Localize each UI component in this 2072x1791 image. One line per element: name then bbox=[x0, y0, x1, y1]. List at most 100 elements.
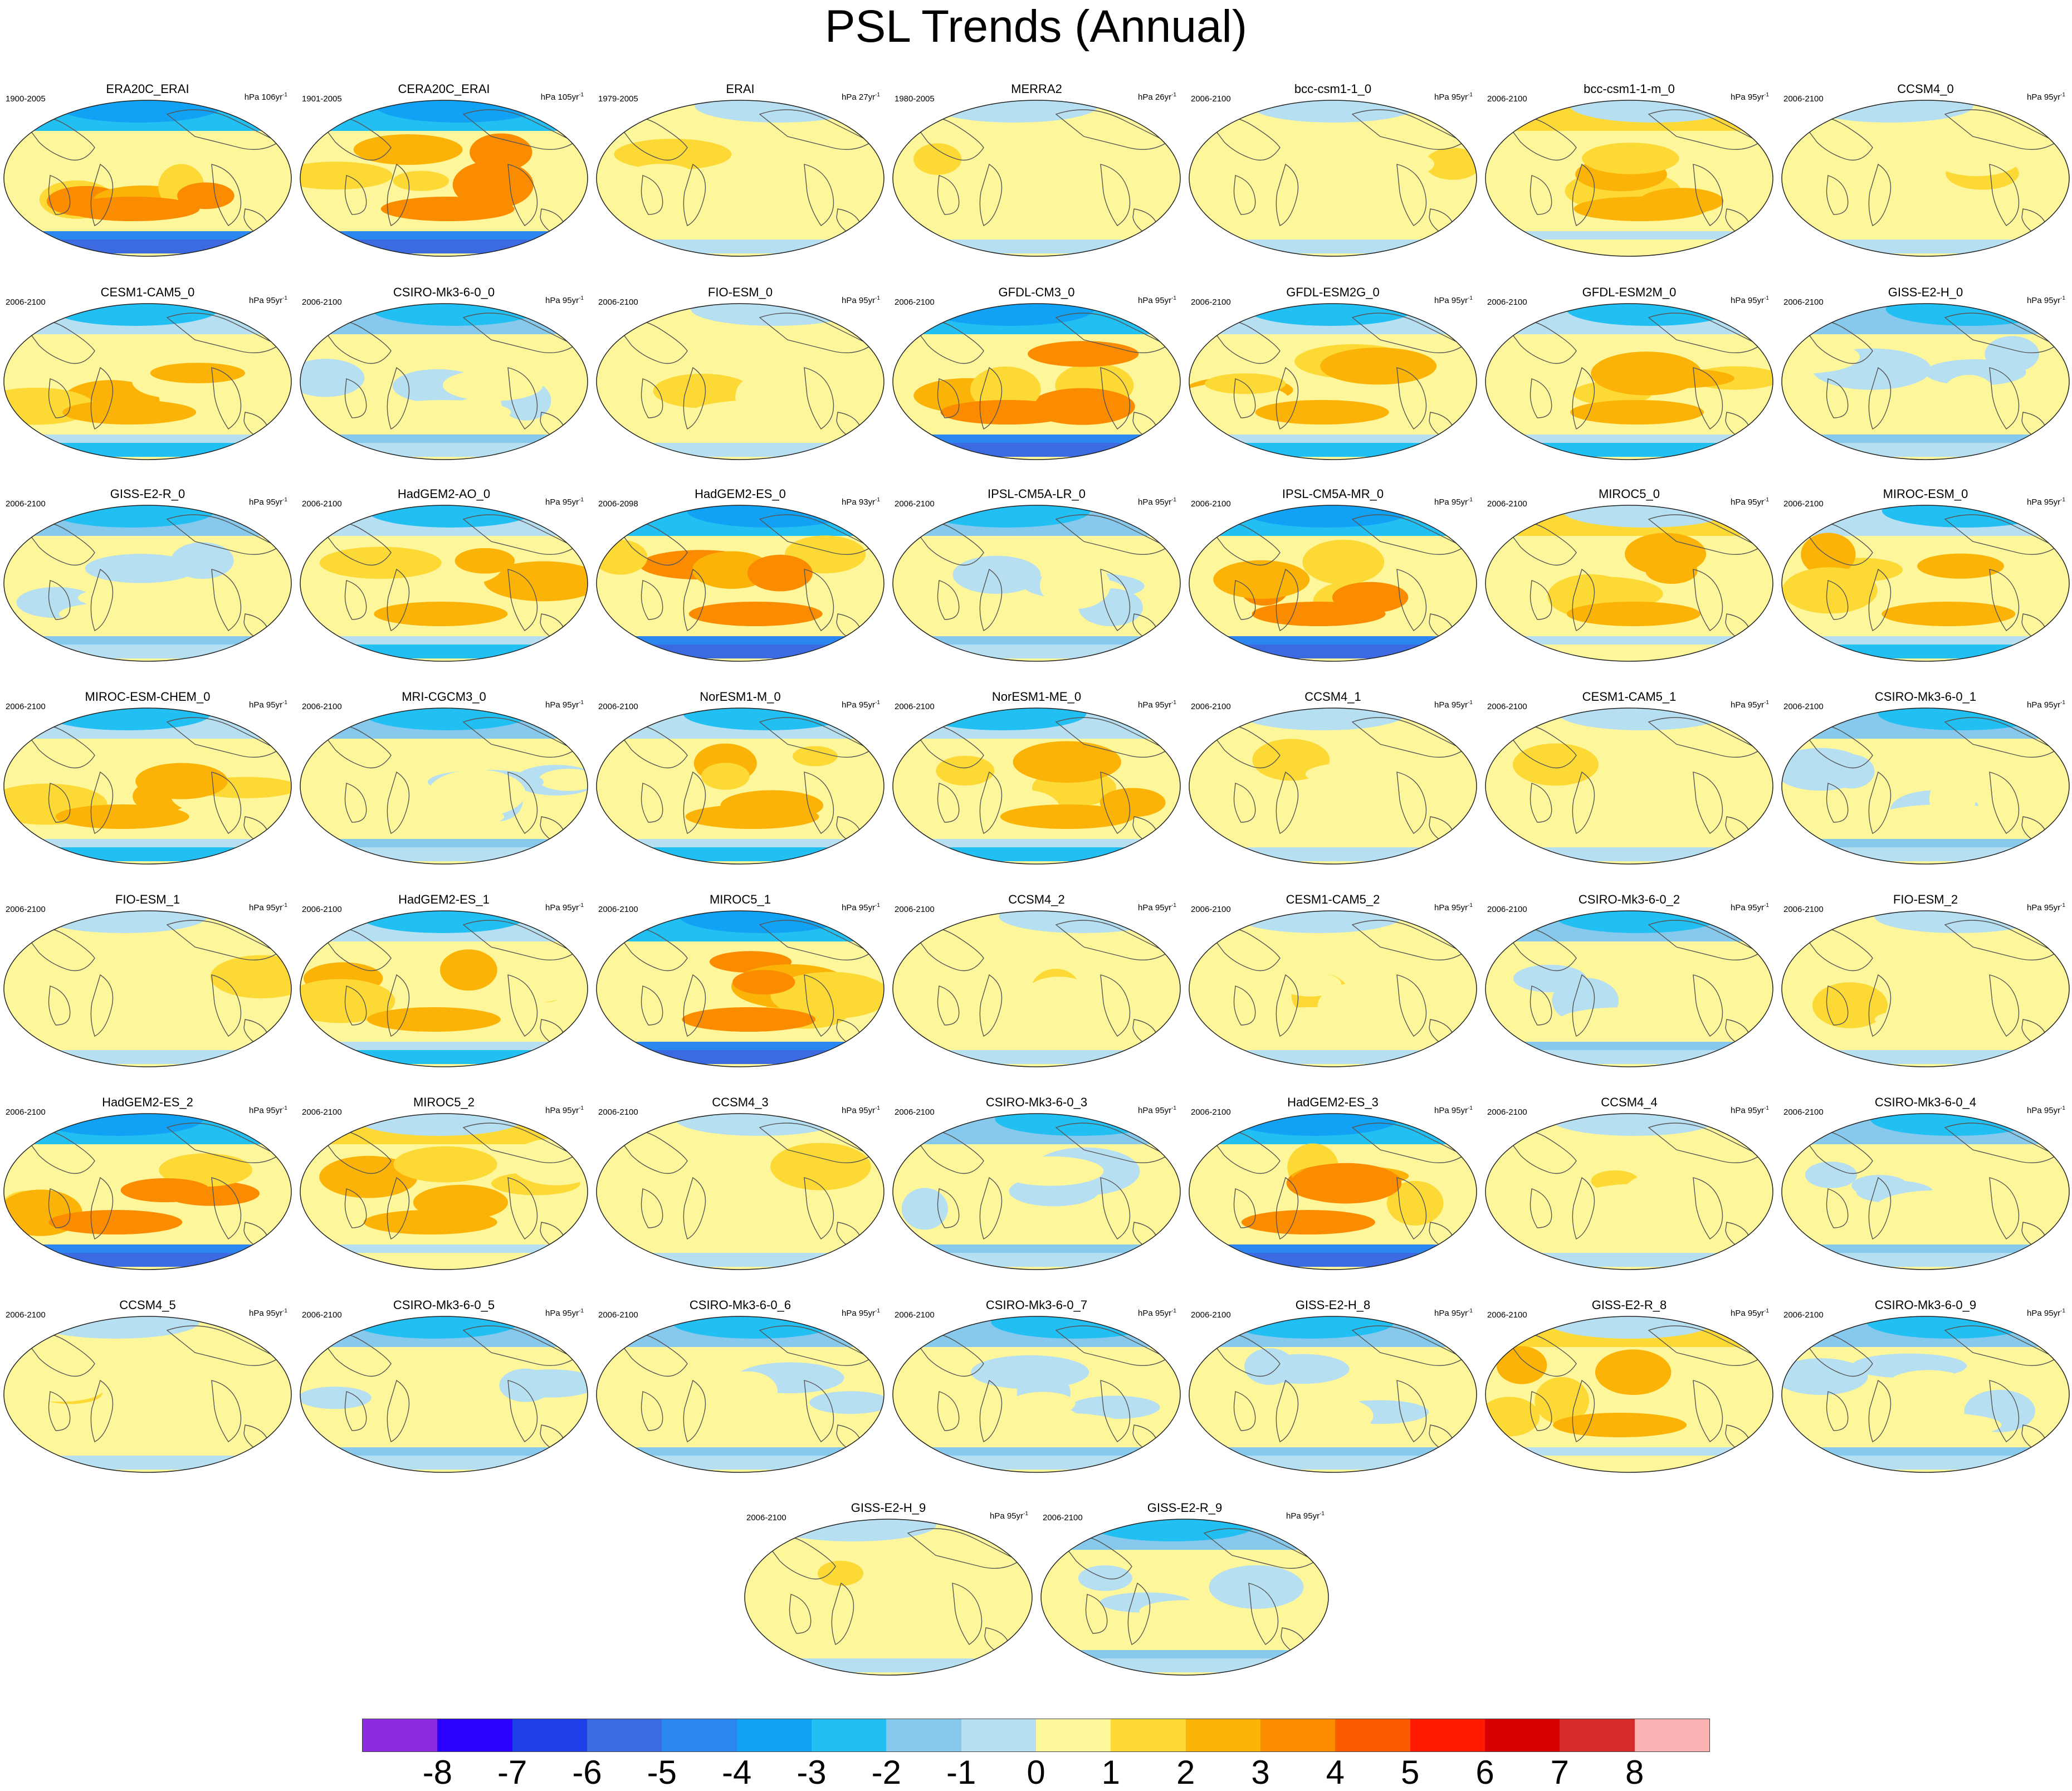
panel-period: 2006-2100 bbox=[1043, 1513, 1083, 1522]
units-label: hPa 95yr bbox=[249, 700, 283, 710]
colorbar-tick-label: 8 bbox=[1625, 1754, 1644, 1791]
units-exponent: -1 bbox=[875, 902, 880, 909]
psl-trend-map bbox=[892, 303, 1181, 460]
colorbar-swatch bbox=[363, 1719, 438, 1751]
panel-title: CSIRO-Mk3-6-0_9 bbox=[1874, 1298, 1977, 1312]
panel-title: MRI-CGCM3_0 bbox=[402, 690, 486, 704]
panel-units: hPa 95yr-1 bbox=[1138, 497, 1176, 507]
colorbar-swatch bbox=[1335, 1719, 1411, 1751]
panel-period: 2006-2100 bbox=[598, 297, 638, 307]
psl-trend-map bbox=[1189, 707, 1477, 865]
psl-trend-map bbox=[596, 910, 884, 1067]
units-exponent: -1 bbox=[875, 295, 880, 301]
panel-title: GISS-E2-R_9 bbox=[1147, 1501, 1223, 1515]
panel-units: hPa 95yr-1 bbox=[2027, 1105, 2065, 1115]
panel-period: 2006-2100 bbox=[1191, 702, 1231, 711]
units-label: hPa 93yr bbox=[842, 497, 876, 507]
map-panel: CSIRO-Mk3-6-0_1 2006-2100 hPa 95yr-1 bbox=[1778, 689, 2072, 884]
units-exponent: -1 bbox=[1171, 1105, 1176, 1111]
panel-title: NorESM1-M_0 bbox=[700, 690, 781, 704]
panel-grid: ERA20C_ERAI 1900-2005 hPa 106yr-1 CERA20C_E… bbox=[0, 81, 2072, 1676]
panel-period: 2006-2100 bbox=[6, 297, 46, 307]
units-exponent: -1 bbox=[1764, 497, 1769, 503]
page-title: PSL Trends (Annual) bbox=[824, 1, 1248, 52]
panel-units: hPa 95yr-1 bbox=[2027, 700, 2065, 710]
panel-period: 2006-2100 bbox=[1191, 297, 1231, 307]
psl-trend-map bbox=[3, 505, 292, 662]
colorbar-swatch bbox=[1560, 1719, 1635, 1751]
psl-trend-map bbox=[1485, 1113, 1773, 1270]
panel-title: MERRA2 bbox=[1011, 82, 1062, 96]
psl-trend-map bbox=[3, 1113, 292, 1270]
map-panel: CESM1-CAM5_0 2006-2100 hPa 95yr-1 bbox=[0, 284, 295, 479]
map-panel: CSIRO-Mk3-6-0_9 2006-2100 hPa 95yr-1 bbox=[1778, 1297, 2072, 1492]
units-label: hPa 95yr bbox=[990, 1511, 1024, 1521]
units-exponent: -1 bbox=[875, 92, 880, 98]
panel-units: hPa 95yr-1 bbox=[545, 902, 584, 912]
units-exponent: -1 bbox=[1171, 700, 1176, 706]
psl-trend-map bbox=[300, 1113, 588, 1270]
map-panel: MIROC-ESM_0 2006-2100 hPa 95yr-1 bbox=[1778, 486, 2072, 681]
panel-title: ERA20C_ERAI bbox=[106, 82, 189, 96]
panel-units: hPa 95yr-1 bbox=[2027, 902, 2065, 912]
panel-period: 2006-2100 bbox=[1487, 297, 1527, 307]
map-panel: GFDL-CM3_0 2006-2100 hPa 95yr-1 bbox=[889, 284, 1184, 479]
map-panel: CSIRO-Mk3-6-0_5 2006-2100 hPa 95yr-1 bbox=[296, 1297, 592, 1492]
psl-trend-map bbox=[300, 910, 588, 1067]
panel-units: hPa 95yr-1 bbox=[249, 1105, 287, 1115]
units-exponent: -1 bbox=[1171, 497, 1176, 503]
psl-trend-map bbox=[596, 1316, 884, 1473]
map-panel: ERA20C_ERAI 1900-2005 hPa 106yr-1 bbox=[0, 81, 295, 276]
units-exponent: -1 bbox=[282, 1308, 287, 1314]
panel-title: CCSM4_0 bbox=[1897, 82, 1954, 96]
panel-title: IPSL-CM5A-MR_0 bbox=[1282, 487, 1384, 501]
panel-period: 2006-2100 bbox=[6, 1310, 46, 1320]
units-label: hPa 95yr bbox=[1731, 497, 1765, 507]
panel-units: hPa 95yr-1 bbox=[545, 1308, 584, 1318]
panel-period: 2006-2100 bbox=[895, 702, 935, 711]
units-exponent: -1 bbox=[1468, 295, 1473, 301]
map-panel: GISS-E2-H_0 2006-2100 hPa 95yr-1 bbox=[1778, 284, 2072, 479]
map-panel: bcc-csm1-1-m_0 2006-2100 hPa 95yr-1 bbox=[1482, 81, 1777, 276]
panel-title: MIROC5_2 bbox=[413, 1095, 475, 1109]
units-exponent: -1 bbox=[2060, 295, 2065, 301]
psl-trend-map bbox=[3, 707, 292, 865]
colorbar-swatch bbox=[1185, 1719, 1261, 1751]
colorbar-tick-label: 5 bbox=[1400, 1754, 1420, 1791]
panel-title: FIO-ESM_2 bbox=[1893, 892, 1958, 906]
panel-title: CERA20C_ERAI bbox=[398, 82, 490, 96]
units-exponent: -1 bbox=[1764, 902, 1769, 909]
panel-units: hPa 95yr-1 bbox=[1731, 1105, 1769, 1115]
panel-units: hPa 95yr-1 bbox=[545, 497, 584, 507]
units-label: hPa 95yr bbox=[545, 700, 579, 710]
map-panel: ERAI 1979-2005 hPa 27yr-1 bbox=[593, 81, 888, 276]
colorbar-swatch bbox=[886, 1719, 962, 1751]
colorbar-swatch bbox=[512, 1719, 588, 1751]
map-panel: CSIRO-Mk3-6-0_2 2006-2100 hPa 95yr-1 bbox=[1482, 891, 1777, 1086]
units-label: hPa 95yr bbox=[842, 1309, 876, 1318]
units-exponent: -1 bbox=[1171, 92, 1176, 98]
map-panel: HadGEM2-ES_2 2006-2100 hPa 95yr-1 bbox=[0, 1094, 295, 1289]
map-panel: IPSL-CM5A-MR_0 2006-2100 hPa 95yr-1 bbox=[1185, 486, 1480, 681]
map-panel: MIROC-ESM-CHEM_0 2006-2100 hPa 95yr-1 bbox=[0, 689, 295, 884]
units-label: hPa 95yr bbox=[1434, 92, 1468, 102]
panel-period: 2006-2100 bbox=[1487, 702, 1527, 711]
panel-title: CESM1-CAM5_1 bbox=[1582, 690, 1677, 704]
psl-trend-map bbox=[1189, 505, 1477, 662]
panel-title: FIO-ESM_1 bbox=[115, 892, 180, 906]
units-exponent: -1 bbox=[1764, 1308, 1769, 1314]
colorbar-swatch bbox=[587, 1719, 662, 1751]
psl-trend-map bbox=[596, 505, 884, 662]
psl-trend-map bbox=[300, 100, 588, 257]
map-panel: HadGEM2-ES_3 2006-2100 hPa 95yr-1 bbox=[1185, 1094, 1480, 1289]
units-label: hPa 95yr bbox=[545, 1309, 579, 1318]
units-exponent: -1 bbox=[1171, 1308, 1176, 1314]
panel-title: bcc-csm1-1_0 bbox=[1294, 82, 1372, 96]
units-label: hPa 95yr bbox=[2027, 1309, 2061, 1318]
panel-period: 2006-2100 bbox=[302, 499, 342, 509]
panel-units: hPa 26yr-1 bbox=[1138, 92, 1176, 102]
units-exponent: -1 bbox=[2060, 700, 2065, 706]
panel-title: CCSM4_4 bbox=[1601, 1095, 1658, 1109]
psl-trend-map bbox=[1189, 1113, 1477, 1270]
panel-title: CCSM4_3 bbox=[712, 1095, 769, 1109]
